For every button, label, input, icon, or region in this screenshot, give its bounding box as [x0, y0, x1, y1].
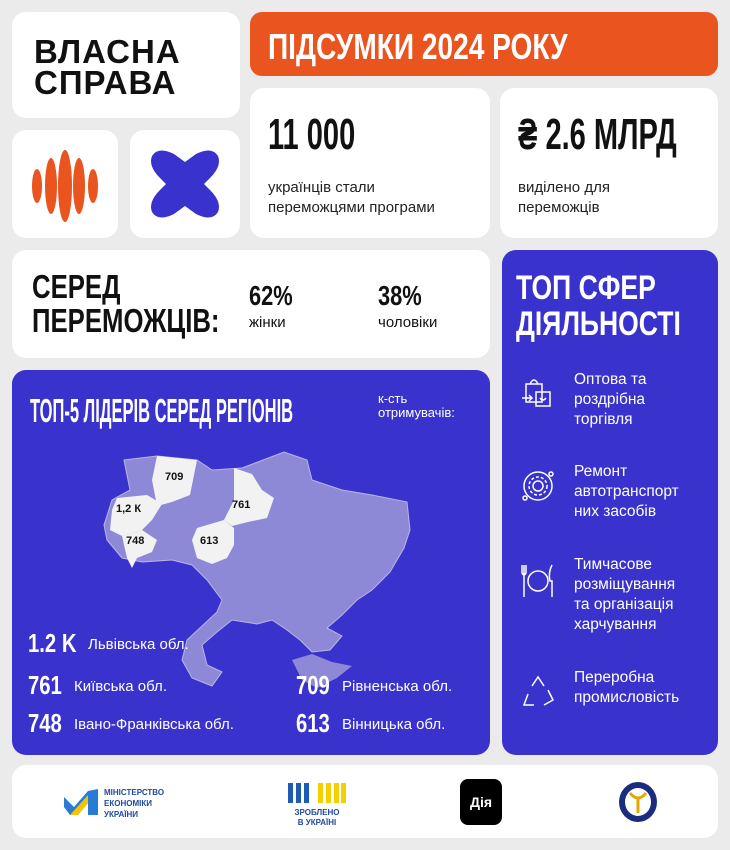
map-label-kyiv: 761 — [232, 499, 250, 511]
shopping-bags-icon — [522, 379, 551, 407]
banner-title: ПІДСУМКИ 2024 РОКУ — [268, 26, 568, 67]
partners-footer: МІНІСТЕРСТВО ЕКОНОМІКИ УКРАЇНИ ЗРОБЛЕНО В У… — [12, 765, 718, 838]
leader-name: Київська обл. — [74, 678, 167, 695]
map-label-lviv: 1,2 К — [116, 503, 141, 515]
stat-card-funding: ₴ 2.6 МЛРД виділено для переможців — [500, 88, 718, 238]
leader-value: 748 — [28, 708, 62, 738]
stat-value: ₴ 2.6 МЛРД — [518, 110, 677, 159]
leader-value: 1.2 K — [28, 628, 77, 658]
spheres-card: ТОП СФЕР ДІЯЛЬНОСТІ Оптова та роздрібна тор… — [502, 250, 718, 755]
spheres-title: ТОП СФЕР ДІЯЛЬНОСТІ — [516, 269, 681, 343]
men-percent: 38% — [378, 280, 422, 311]
leader-value: 761 — [28, 670, 62, 700]
leader-value: 613 — [296, 708, 330, 738]
regions-subtitle: к-сть отримувачів: — [378, 391, 455, 420]
employment-emblem-icon — [619, 782, 657, 822]
regions-card: ТОП-5 ЛІДЕРІВ СЕРЕД РЕГІОНІВ к-сть отриму… — [12, 370, 490, 755]
map-region-lviv — [110, 495, 162, 536]
gender-card: СЕРЕД ПЕРЕМОЖЦІВ: 62% жінки 38% чоловіки — [12, 250, 490, 358]
made-in-ukraine-logo: ЗРОБЛЕНО В УКРАЇНІ — [288, 783, 346, 828]
map-region-crimea — [292, 654, 352, 688]
map-label-ivano: 748 — [126, 535, 144, 547]
stat-card-winners: 11 000 українців стали переможцями програ… — [250, 88, 490, 238]
leader-value: 709 — [296, 670, 330, 700]
cross-logo-card — [130, 130, 240, 238]
map-region-rivne — [152, 456, 197, 506]
brand-logo: ВЛАСНА СПРАВА — [34, 33, 181, 101]
recycle-icon — [522, 675, 554, 706]
map-region-kyiv — [224, 468, 274, 526]
sound-wave-icon — [32, 150, 98, 222]
summary-banner: ПІДСУМКИ 2024 РОКУ — [250, 12, 718, 76]
stat-description: виділено для переможців — [518, 179, 610, 216]
women-percent: 62% — [249, 280, 293, 311]
leader-name: Львівська обл. — [88, 636, 189, 653]
ministry-economy-logo: МІНІСТЕРСТВО ЕКОНОМІКИ УКРАЇНИ — [64, 787, 164, 822]
leader-name: Вінницька обл. — [342, 716, 446, 733]
ministry-m-icon — [64, 789, 98, 815]
made-in-ukraine-stripes-icon — [288, 783, 346, 803]
leader-name: Рівненська обл. — [342, 678, 453, 695]
stat-description: українців стали переможцями програми — [268, 179, 435, 216]
ukraine-map: 709 1,2 К 748 761 613 — [103, 451, 411, 688]
sound-logo-card — [12, 130, 118, 238]
gender-title: СЕРЕД ПЕРЕМОЖЦІВ: — [32, 268, 220, 339]
employment-service-emblem — [618, 781, 658, 828]
cross-shape-icon — [151, 150, 219, 218]
brand-logo-card: ВЛАСНА СПРАВА — [12, 12, 240, 118]
men-label: чоловіки — [378, 314, 438, 331]
diia-logo: Дія — [460, 779, 502, 825]
stat-value: 11 000 — [268, 110, 356, 159]
regions-title: ТОП-5 ЛІДЕРІВ СЕРЕД РЕГІОНІВ — [30, 392, 294, 429]
map-label-rivne: 709 — [165, 471, 183, 483]
gear-wrench-icon — [522, 471, 554, 501]
map-region-vinnytsia — [192, 520, 234, 564]
map-label-vinnytsia: 613 — [200, 535, 218, 547]
map-region-rest — [103, 451, 411, 687]
plate-cutlery-icon — [521, 564, 553, 597]
map-region-ivano — [122, 530, 157, 568]
women-label: жінки — [249, 314, 286, 331]
leader-name: Івано-Франківська обл. — [74, 716, 234, 733]
